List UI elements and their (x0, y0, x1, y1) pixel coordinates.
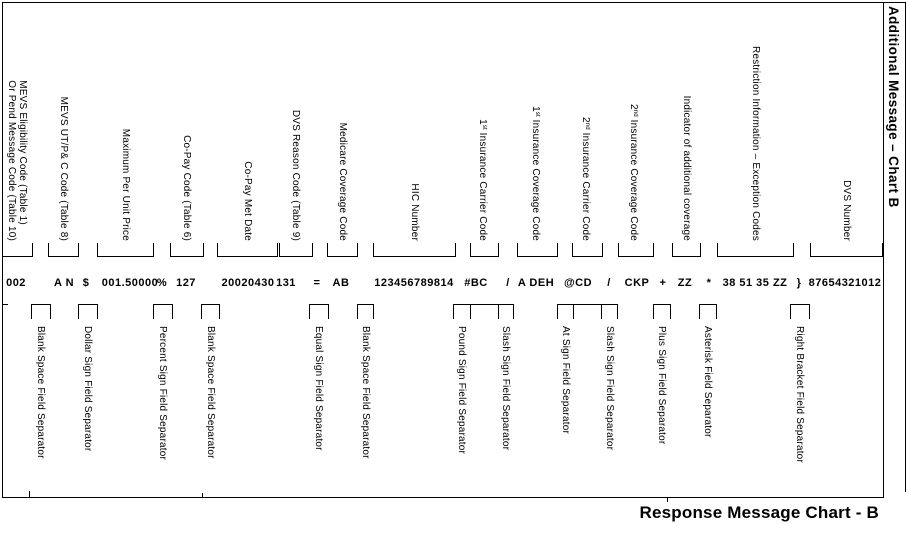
separator-label: At Sign Field Separator (559, 326, 571, 434)
separator-label: Dollar Sign Field Separator (81, 326, 93, 452)
separator-bracket (601, 304, 618, 319)
field-bracket (279, 243, 313, 257)
field-bracket (572, 243, 603, 257)
data-value: / (607, 277, 611, 289)
field-bracket (170, 243, 204, 257)
field-bracket (48, 243, 79, 257)
data-value: 87654321012 (808, 277, 882, 289)
field-label: DVS Reason Code (Table 9) (289, 109, 301, 241)
data-value: A N (53, 277, 75, 289)
frame-top-border (2, 2, 906, 3)
frame-right-border (905, 2, 906, 492)
field-bracket (717, 243, 794, 257)
frame-bottom-border (2, 497, 884, 498)
frame-tick (202, 493, 203, 497)
field-label: Restriction Information – Exception Code… (749, 46, 761, 241)
frame-divider (883, 2, 884, 498)
field-bracket (97, 243, 154, 257)
separator-label: Blank Space Field Separator (359, 326, 371, 459)
field-label: MEVS UT/P& C Code (Table 8) (57, 96, 69, 241)
field-bracket (810, 243, 883, 257)
data-value: 002 (6, 277, 26, 289)
data-value: CKP (624, 277, 650, 289)
field-label: Co-Pay Code (Table 6) (180, 135, 192, 241)
data-value: + (659, 277, 667, 289)
field-bracket (327, 243, 358, 257)
field-bracket (2, 243, 33, 257)
frame-tick (29, 491, 30, 497)
field-label: HIC Number (408, 183, 420, 241)
separator-bracket (790, 304, 810, 319)
data-value: * (706, 277, 712, 289)
data-value: ZZ (677, 277, 693, 289)
separator-label: Pound Sign Field Separator (455, 326, 467, 455)
field-label: MEVS Eligibility Code (Table 1) Or Pend M… (6, 80, 28, 241)
separator-label: Blank Space Field Separator (204, 326, 216, 459)
separator-label: Blank Space Field Separator (34, 326, 46, 459)
field-label: Indicator of additional coverage (680, 95, 692, 241)
separator-bracket (357, 304, 374, 319)
field-bracket (517, 243, 558, 257)
data-value: 123456789814 (374, 277, 454, 289)
side-title: Additional Message – Chart B (886, 6, 901, 208)
field-bracket (373, 243, 456, 257)
separator-bracket (78, 304, 98, 319)
separator-bracket (309, 304, 329, 319)
data-value: 001.50000 (101, 277, 159, 289)
data-value: #BC (464, 277, 488, 289)
separator-bracket-bridge (470, 304, 498, 305)
field-bracket (470, 243, 499, 257)
field-label: 1st Insurance Carrier Code (476, 119, 488, 241)
data-value: A DEH (517, 277, 555, 289)
separator-bracket (153, 304, 173, 319)
separator-bracket-bridge (573, 304, 601, 305)
separator-label: Slash Sign Field Separator (603, 326, 615, 451)
field-label: Maximum Per Unit Price (119, 128, 131, 241)
data-value: } (796, 277, 802, 289)
frame-tick (667, 497, 668, 502)
separator-bracket (498, 304, 514, 319)
separator-bracket (653, 304, 671, 319)
field-label: 2nd Insurance Coverage Code (627, 104, 639, 241)
data-value: = (313, 277, 321, 289)
field-label: DVS Number (840, 180, 852, 241)
frame-nub (2, 304, 8, 305)
separator-bracket (557, 304, 574, 319)
separator-label: Plus Sign Field Separator (655, 326, 667, 445)
separator-bracket (699, 304, 717, 319)
separator-label: Right Bracket Field Separator (793, 326, 805, 463)
field-bracket (672, 243, 701, 257)
data-value: $ (82, 277, 90, 289)
data-value: 38 51 35 ZZ (722, 277, 788, 289)
data-value: 131 (276, 277, 296, 289)
data-value: @CD (563, 277, 593, 289)
separator-label: Asterisk Field Separator (701, 326, 713, 438)
separator-bracket (31, 304, 51, 319)
field-label: 2nd Insurance Carrier Code (579, 117, 591, 241)
field-label: 1st Insurance Coverage Code (529, 106, 541, 241)
field-bracket (618, 243, 654, 257)
data-value: AB (332, 277, 350, 289)
separator-bracket (201, 304, 220, 319)
data-value: % (156, 277, 168, 289)
field-label: Medicare Coverage Code (336, 122, 348, 241)
separator-label: Slash Sign Field Separator (499, 326, 511, 451)
data-value: 20020430 (221, 277, 275, 289)
chart-caption: Response Message Chart - B (639, 503, 879, 522)
data-value: 127 (176, 277, 196, 289)
separator-label: Percent Sign Field Separator (156, 326, 168, 461)
field-label: Co-Pay Met Date (241, 161, 253, 241)
separator-label: Equal Sign Field Separator (312, 326, 324, 451)
separator-bracket (453, 304, 471, 319)
field-bracket (217, 243, 278, 257)
data-value: / (506, 277, 510, 289)
